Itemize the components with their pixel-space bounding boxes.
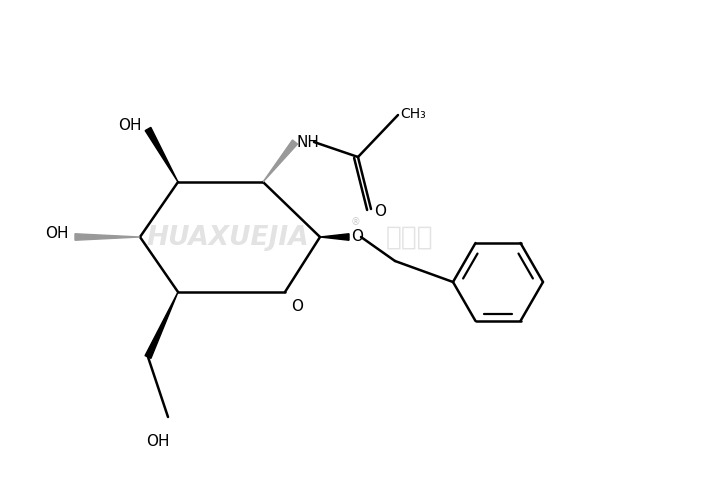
Text: OH: OH bbox=[45, 226, 68, 241]
Text: OH: OH bbox=[118, 118, 141, 133]
Text: OH: OH bbox=[146, 433, 169, 448]
Text: NH: NH bbox=[296, 135, 319, 150]
Text: ®: ® bbox=[350, 216, 360, 227]
Text: 化学加: 化学加 bbox=[386, 225, 434, 251]
Polygon shape bbox=[320, 234, 349, 241]
Text: CH₃: CH₃ bbox=[400, 107, 426, 121]
Polygon shape bbox=[75, 234, 140, 241]
Text: O: O bbox=[374, 204, 386, 219]
Text: O: O bbox=[291, 298, 303, 313]
Text: O: O bbox=[351, 229, 363, 244]
Polygon shape bbox=[145, 292, 178, 359]
Polygon shape bbox=[263, 141, 297, 182]
Text: HUAXUEJIA: HUAXUEJIA bbox=[147, 225, 309, 251]
Polygon shape bbox=[146, 128, 178, 182]
